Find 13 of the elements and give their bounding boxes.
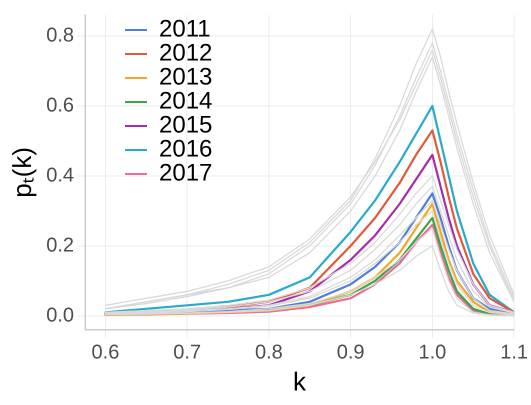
x-tick-label: 1.0 xyxy=(418,341,446,364)
x-tick-label: 0.9 xyxy=(336,341,365,364)
y-tick-label: 0.0 xyxy=(46,304,74,326)
y-tick-label: 0.2 xyxy=(46,234,74,256)
x-tick-label: 0.6 xyxy=(92,341,120,364)
x-tick-label: 0.8 xyxy=(254,341,283,364)
x-tick-label: 1.1 xyxy=(500,341,528,364)
x-tick-label: 0.7 xyxy=(173,341,202,364)
y-axis-title: pₜ(k) xyxy=(6,147,37,198)
y-tick-label: 0.6 xyxy=(46,94,74,116)
y-tick-label: 0.4 xyxy=(46,164,74,186)
x-axis-title: k xyxy=(293,366,308,397)
y-tick-label: 0.8 xyxy=(46,24,74,46)
